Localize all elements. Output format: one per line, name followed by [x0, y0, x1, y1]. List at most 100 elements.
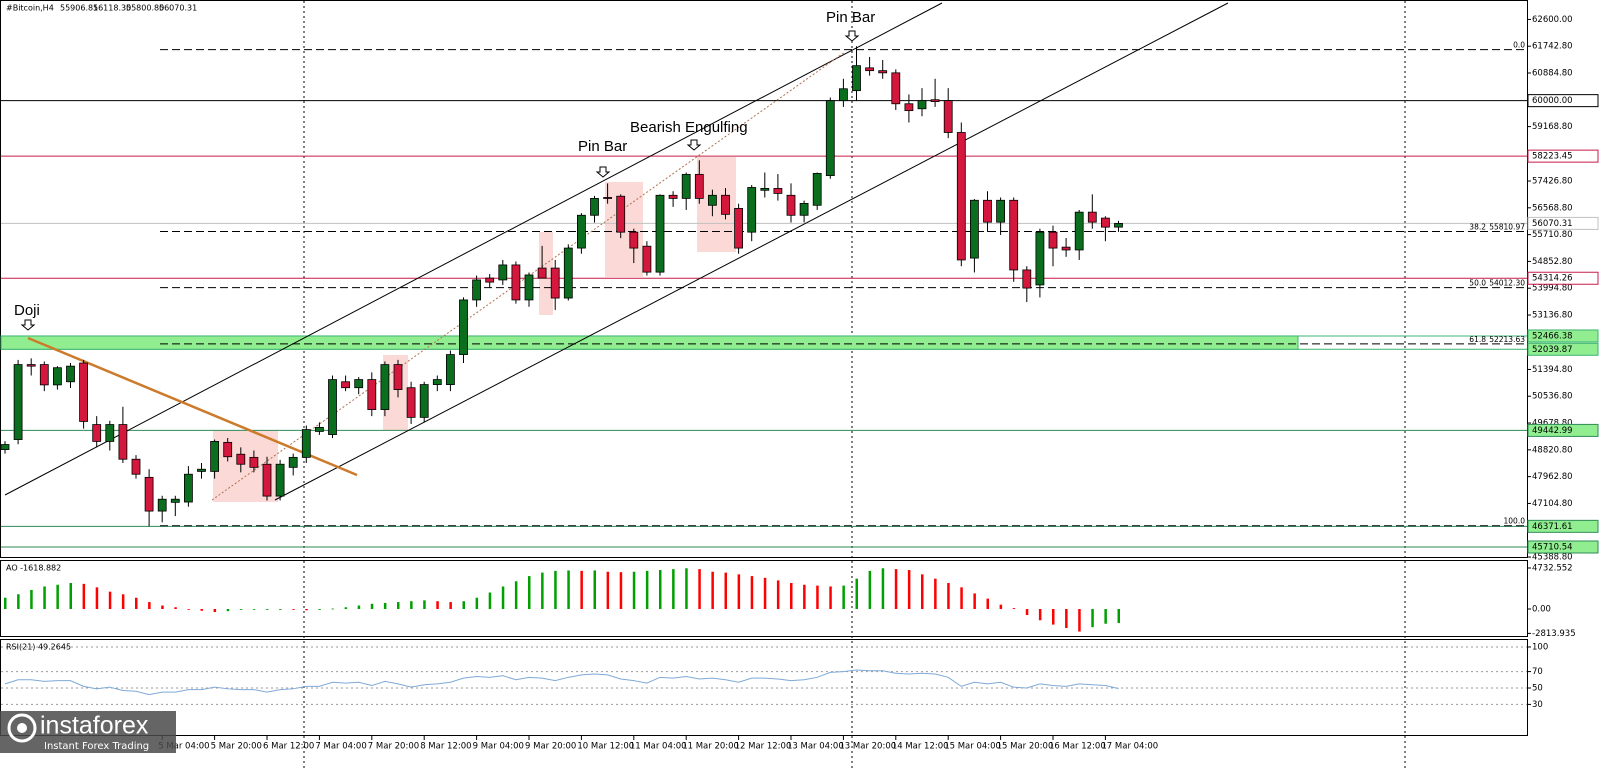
fib-ratio: 100.0 [1504, 517, 1526, 526]
candle-body [930, 99, 940, 102]
ao-bar [790, 583, 793, 610]
candle-body [131, 458, 141, 475]
y-tick-label: 45388.80 [1532, 553, 1573, 563]
logo-icon [17, 723, 27, 733]
ao-bar [449, 602, 452, 610]
ao-bar [331, 608, 334, 610]
x-tick-label: 13 Mar 04:00 [787, 742, 844, 752]
y-tick-label: 50536.80 [1532, 392, 1573, 402]
fib-price: 52213.63 [1489, 335, 1525, 344]
candle-body [524, 274, 534, 301]
ao-bar [1104, 609, 1107, 624]
candle-body [734, 208, 743, 249]
x-tick-label: 12 Mar 12:00 [735, 742, 792, 752]
candle-body [577, 214, 586, 249]
candle-body [537, 267, 547, 279]
ao-bar [973, 593, 976, 610]
ao-bar [1012, 608, 1016, 610]
ao-bar [17, 594, 20, 610]
fib-ratio: 38.2 [1469, 222, 1486, 231]
x-tick-label: 7 Mar 04:00 [315, 742, 366, 752]
candle-body [1022, 269, 1032, 289]
candle-body [314, 426, 324, 432]
candle-body [406, 387, 416, 418]
candle-body [459, 299, 468, 355]
levels-layer [0, 49, 1527, 705]
fib-price: 55810.97 [1489, 222, 1525, 231]
candle-body [79, 362, 88, 422]
fib-price: 54012.30 [1489, 279, 1525, 288]
ao-bar [750, 576, 754, 610]
x-tick-label: 8 Mar 12:00 [420, 742, 471, 752]
candle-body [917, 100, 927, 110]
candle-body [603, 197, 612, 199]
candle-body [511, 264, 521, 301]
candle-body [878, 70, 888, 74]
x-tick-label: 10 Mar 12:00 [577, 742, 634, 752]
candle-body [681, 173, 691, 199]
x-tick-label: 9 Mar 04:00 [473, 742, 524, 752]
candle-body [865, 67, 874, 72]
channel-line [4, 2, 943, 496]
level-label: 45710.54 [1532, 542, 1573, 552]
ao-bar [816, 585, 819, 610]
level-label: 60000.00 [1532, 96, 1573, 106]
ao-bar [43, 586, 46, 610]
candle-body [249, 456, 259, 468]
ao-bar [213, 609, 217, 613]
ao-bar [488, 592, 492, 610]
high: 56118.30 [93, 4, 131, 13]
candle-body [956, 132, 966, 261]
ao-bar [593, 570, 596, 610]
candle-body [721, 194, 730, 215]
level-label: 52466.38 [1532, 331, 1573, 341]
candle-body [26, 364, 36, 367]
ao-bar [514, 581, 518, 610]
candle-body [799, 203, 809, 216]
candle-body [39, 364, 49, 386]
candle-body [943, 100, 953, 133]
candle-body [1114, 222, 1123, 228]
x-tick-label: 7 Mar 20:00 [368, 742, 419, 752]
candle-body [183, 473, 193, 503]
y-tick-label: 57426.80 [1532, 177, 1573, 187]
y-tick-label: 50 [1532, 683, 1543, 693]
candle-body [563, 247, 573, 299]
ao-bar [95, 587, 99, 610]
brand-tagline: Instant Forex Trading [44, 741, 149, 752]
ao-bar [907, 570, 911, 610]
candle-body [747, 187, 757, 233]
ao-bar [763, 577, 767, 610]
annotation: Pin Bar [826, 9, 875, 26]
candle-body [393, 364, 403, 390]
ao-bar [436, 601, 439, 610]
ao-bar [632, 571, 636, 610]
candle-body [157, 498, 167, 512]
candle-body [13, 364, 23, 440]
ao-bar [69, 583, 72, 610]
symbol: #Bitcoin,H4 [6, 4, 54, 13]
candle-body [812, 173, 822, 206]
y-tick-label: 54852.80 [1532, 257, 1573, 267]
ao-bar [947, 583, 950, 610]
y-tick-label: 48820.80 [1532, 445, 1573, 455]
x-tick-label: 11 Mar 04:00 [630, 742, 687, 752]
candle-body [996, 199, 1005, 223]
y-tick-label: 60884.80 [1532, 69, 1573, 79]
candle-body [66, 365, 75, 383]
open: 55906.81 [60, 4, 98, 13]
fib-ratio: 61.8 [1469, 335, 1486, 344]
y-tick-label: 51394.80 [1532, 365, 1573, 375]
x-tick-label: 11 Mar 20:00 [682, 742, 739, 752]
ao-bar [383, 602, 387, 610]
ao-bar [279, 609, 282, 610]
candle-body [367, 379, 377, 410]
arrow [20, 319, 36, 331]
level-box [1527, 329, 1599, 343]
level-box [1527, 423, 1599, 437]
candle-body [498, 264, 508, 281]
ao-bar [305, 609, 308, 611]
level-box [1527, 342, 1599, 356]
annotation: Bearish Engulfing [630, 119, 748, 136]
